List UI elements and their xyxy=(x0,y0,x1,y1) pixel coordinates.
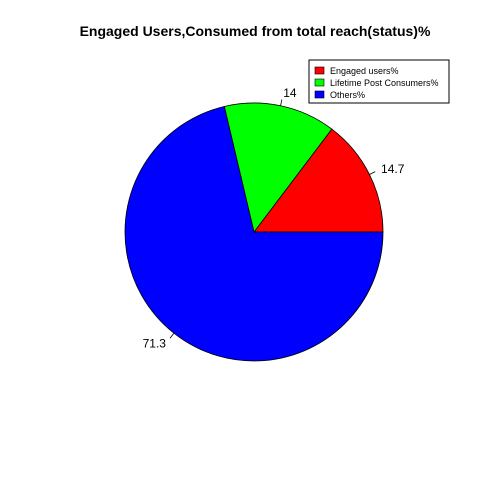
legend-label-3: Others% xyxy=(330,90,365,100)
legend-box xyxy=(308,59,450,104)
slice-label-2: 14 xyxy=(283,86,297,100)
legend-swatch-3 xyxy=(314,90,325,99)
legend-label-2: Lifetime Post Consumers% xyxy=(330,78,439,88)
slice-label-tick-2 xyxy=(280,99,283,106)
pie-slice-2 xyxy=(223,102,333,233)
slice-label-1: 14.7 xyxy=(381,162,405,176)
chart-title: Engaged Users,Consumed from total reach(… xyxy=(80,23,431,39)
legend: Engaged users% Lifetime Post Consumers% Ot… xyxy=(308,59,450,104)
slice-label-tick-3 xyxy=(169,332,175,339)
slice-labels: 14.7 14 71.3 xyxy=(143,86,405,350)
legend-swatch-2 xyxy=(314,78,325,87)
slice-label-3: 71.3 xyxy=(143,336,167,350)
pie-slice-1 xyxy=(253,128,384,233)
pie-slices xyxy=(124,102,384,362)
slice-label-tick-1 xyxy=(369,171,376,175)
legend-swatch-1 xyxy=(314,66,325,75)
legend-label-1: Engaged users% xyxy=(330,66,399,76)
